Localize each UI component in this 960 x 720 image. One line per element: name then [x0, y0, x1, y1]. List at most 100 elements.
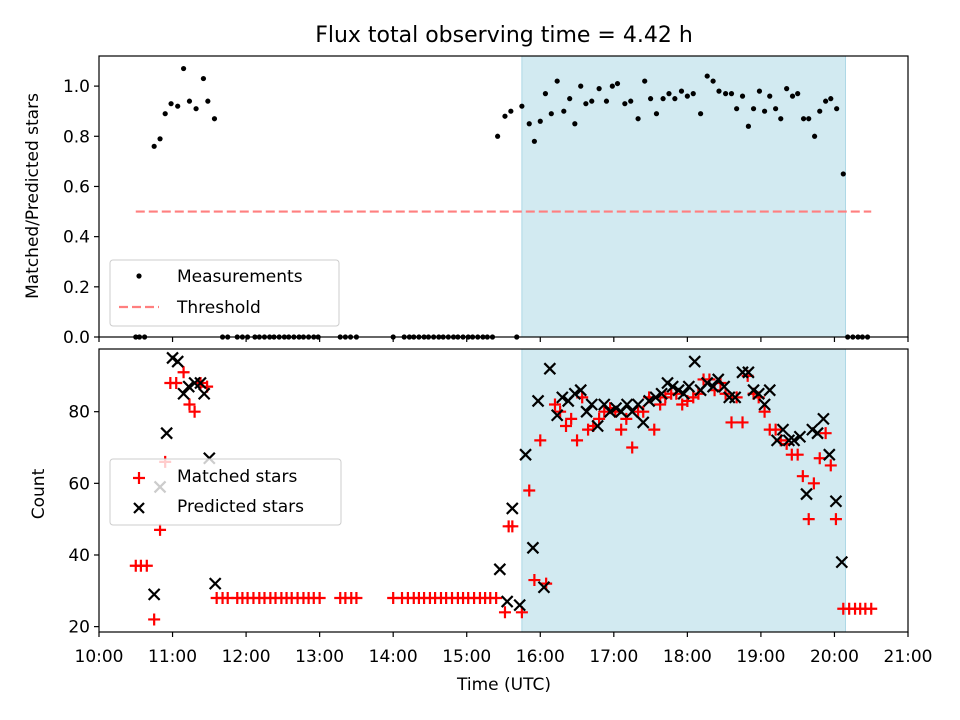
measurement-point: [527, 121, 532, 126]
legend-measurements-label: Measurements: [177, 267, 303, 287]
measurement-point: [538, 119, 543, 124]
measurement-point: [597, 86, 602, 91]
measurement-point: [622, 101, 627, 106]
measurement-point: [642, 78, 647, 83]
y-tick-label: 0.8: [63, 127, 90, 147]
measurement-point: [572, 121, 577, 126]
measurement-point: [817, 109, 822, 114]
measurement-point: [205, 99, 210, 104]
measurement-point: [762, 109, 767, 114]
measurement-point: [795, 91, 800, 96]
measurement-point: [555, 78, 560, 83]
legend-predicted-label: Predicted stars: [177, 497, 304, 517]
measurement-point: [193, 106, 198, 111]
y-tick-label: 80: [68, 403, 90, 423]
y-tick-label: 20: [68, 618, 90, 638]
y-tick-label: 0.4: [63, 228, 90, 248]
measurement-point: [679, 89, 684, 94]
measurement-point: [152, 144, 157, 149]
x-tick-label: 20:00: [810, 647, 859, 667]
measurement-point: [549, 111, 554, 116]
measurement-point: [841, 171, 846, 176]
measurement-point: [635, 116, 640, 121]
x-tick-label: 11:00: [148, 647, 197, 667]
measurement-point: [168, 101, 173, 106]
legend-measurements-marker: [136, 273, 141, 278]
measurement-point: [705, 73, 710, 78]
x-tick-label: 14:00: [369, 647, 418, 667]
measurement-point: [583, 101, 588, 106]
measurement-point: [685, 94, 690, 99]
measurement-point: [654, 111, 659, 116]
y-tick-label: 0.6: [63, 177, 90, 197]
measurement-point: [212, 116, 217, 121]
measurement-point: [751, 106, 756, 111]
measurement-point: [734, 106, 739, 111]
x-tick-label: 15:00: [442, 647, 491, 667]
x-tick-label: 16:00: [516, 647, 565, 667]
bottom-y-axis-label: Count: [29, 468, 49, 519]
measurement-point: [187, 99, 192, 104]
measurement-point: [532, 139, 537, 144]
measurement-point: [508, 109, 513, 114]
measurement-point: [716, 89, 721, 94]
measurement-point: [740, 94, 745, 99]
measurement-point: [801, 116, 806, 121]
x-tick-label: 19:00: [736, 647, 785, 667]
measurement-point: [502, 114, 507, 119]
x-axis-label: Time (UTC): [456, 675, 551, 695]
measurement-point: [660, 96, 665, 101]
measurement-point: [604, 99, 609, 104]
measurement-point: [543, 91, 548, 96]
measurement-point: [628, 99, 633, 104]
measurement-point: [157, 136, 162, 141]
measurement-point: [828, 96, 833, 101]
measurement-point: [778, 116, 783, 121]
y-tick-label: 60: [68, 474, 90, 494]
measurement-point: [578, 84, 583, 89]
x-tick-label: 12:00: [222, 647, 271, 667]
measurement-point: [519, 104, 524, 109]
measurement-point: [784, 86, 789, 91]
y-tick-label: 1.0: [63, 77, 90, 97]
x-tick-label: 13:00: [295, 647, 344, 667]
measurement-point: [812, 134, 817, 139]
figure: Flux total observing time = 4.42 h 0.0 0.…: [0, 0, 960, 720]
legend-matched-label: Matched stars: [177, 467, 297, 487]
legend-threshold-label: Threshold: [176, 298, 261, 318]
measurement-point: [790, 94, 795, 99]
measurement-point: [589, 99, 594, 104]
measurement-point: [711, 78, 716, 83]
chart-title: Flux total observing time = 4.42 h: [315, 23, 693, 48]
measurement-point: [672, 96, 677, 101]
bottom-legend: Matched stars Predicted stars: [110, 459, 341, 525]
x-tick-label: 10:00: [75, 647, 124, 667]
measurement-point: [746, 124, 751, 129]
measurement-point: [666, 91, 671, 96]
measurement-point: [163, 111, 168, 116]
top-legend: Measurements Threshold: [110, 260, 339, 326]
x-tick-label: 18:00: [663, 647, 712, 667]
x-tick-label: 21:00: [884, 647, 933, 667]
measurement-point: [806, 116, 811, 121]
measurement-point: [181, 66, 186, 71]
measurement-point: [610, 84, 615, 89]
top-y-axis-label: Matched/Predicted stars: [23, 93, 43, 299]
measurement-point: [823, 99, 828, 104]
y-tick-label: 0.0: [63, 328, 90, 348]
measurement-point: [175, 104, 180, 109]
x-tick-label: 17:00: [589, 647, 638, 667]
measurement-point: [201, 76, 206, 81]
measurement-point: [615, 81, 620, 86]
measurement-point: [773, 106, 778, 111]
measurement-point: [648, 96, 653, 101]
measurement-point: [834, 106, 839, 111]
measurement-point: [757, 89, 762, 94]
measurement-point: [723, 91, 728, 96]
measurement-point: [495, 134, 500, 139]
y-tick-label: 0.2: [63, 278, 90, 298]
measurement-point: [729, 91, 734, 96]
measurement-point: [767, 94, 772, 99]
measurement-point: [561, 109, 566, 114]
measurement-point: [698, 111, 703, 116]
